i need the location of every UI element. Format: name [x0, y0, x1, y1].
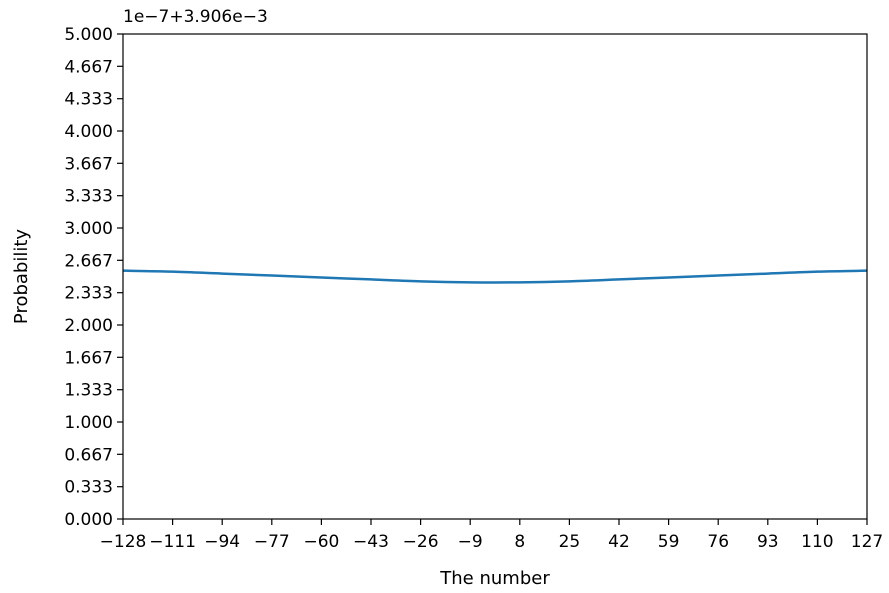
x-tick-label: −128	[100, 532, 147, 552]
y-axis-label: Probability	[11, 229, 32, 324]
y-tick-label: 5.000	[64, 25, 113, 45]
x-tick-label: −60	[303, 532, 339, 552]
x-tick-label: −43	[353, 532, 389, 552]
x-tick-label: 76	[707, 532, 729, 552]
x-tick-label: −9	[458, 532, 483, 552]
x-tick-label: 42	[608, 532, 630, 552]
y-offset-label: 1e−7+3.906e−3	[123, 7, 268, 27]
x-tick-label: 110	[801, 532, 833, 552]
x-tick-label: 93	[757, 532, 779, 552]
x-tick-label: −77	[254, 532, 290, 552]
y-tick-label: 1.333	[64, 381, 113, 401]
y-tick-label: 4.667	[64, 57, 113, 77]
y-tick-label: 3.000	[64, 219, 113, 239]
series-layer	[122, 269, 868, 284]
y-axis-ticks: 0.000 0.333 0.667 1.000 1.333 1.667 2.000 2.333…	[64, 25, 123, 530]
x-tick-label: −111	[149, 532, 196, 552]
x-tick-label: 25	[559, 532, 581, 552]
plot-frame	[122, 33, 868, 520]
y-tick-label: 0.333	[64, 478, 113, 498]
y-tick-label: 0.000	[64, 510, 113, 530]
x-axis-ticks: −128 −111 −94 −77 −60 −43 −26 −9 8 25 42 59 76 93 110 1…	[100, 519, 883, 552]
y-tick-label: 4.000	[64, 122, 113, 142]
y-tick-label: 1.667	[64, 348, 113, 368]
y-tick-label: 3.667	[64, 154, 113, 174]
x-tick-label: −94	[204, 532, 240, 552]
y-tick-label: 2.667	[64, 251, 113, 271]
x-tick-label: 59	[658, 532, 680, 552]
y-tick-label: 2.333	[64, 284, 113, 304]
y-tick-label: 0.667	[64, 445, 113, 465]
y-tick-label: 2.000	[64, 316, 113, 336]
y-tick-label: 1.000	[64, 413, 113, 433]
x-tick-label: 127	[851, 532, 883, 552]
x-tick-label: 8	[514, 532, 525, 552]
x-axis-label: The number	[439, 568, 550, 589]
x-tick-label: −26	[403, 532, 439, 552]
y-tick-label: 4.333	[64, 90, 113, 110]
y-tick-label: 3.333	[64, 187, 113, 207]
series-line-0	[122, 269, 868, 284]
